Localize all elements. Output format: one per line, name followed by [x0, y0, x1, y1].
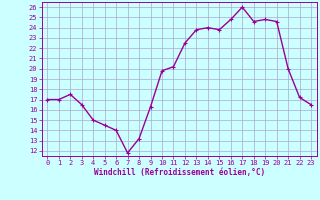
X-axis label: Windchill (Refroidissement éolien,°C): Windchill (Refroidissement éolien,°C) — [94, 168, 265, 177]
